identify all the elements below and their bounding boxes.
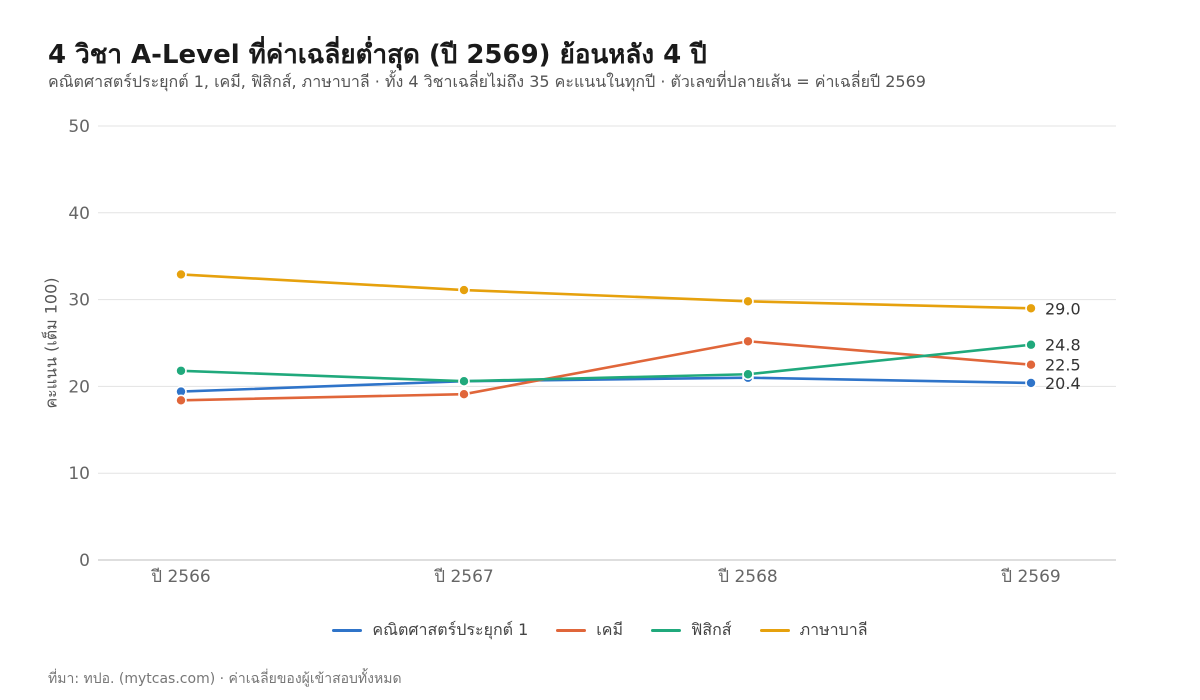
data-point — [742, 295, 754, 308]
data-point — [1025, 338, 1037, 351]
legend-item: ภาษาบาลี — [759, 618, 868, 643]
data-point — [175, 394, 187, 407]
data-point — [458, 388, 470, 401]
y-tick-label: 0 — [79, 551, 90, 571]
chart-subtitle: คณิตศาสตร์ประยุกต์ 1, เคมี, ฟิสิกส์, ภาษ… — [48, 72, 926, 91]
data-point — [1025, 302, 1037, 315]
series-line — [179, 343, 1033, 383]
data-point — [458, 375, 470, 387]
series-line — [179, 273, 1033, 310]
legend-label: ฟิสิกส์ — [691, 620, 732, 639]
legend-item: เคมี — [556, 618, 623, 643]
series-line — [179, 339, 1033, 402]
data-point — [1025, 358, 1037, 371]
x-tick-label: ปี 2566 — [150, 567, 210, 587]
end-value-label: 24.8 — [1045, 336, 1081, 355]
y-tick-label: 10 — [68, 464, 90, 484]
legend-item: คณิตศาสตร์ประยุกต์ 1 — [332, 618, 528, 643]
legend-item: ฟิสิกส์ — [651, 618, 732, 643]
legend-swatch — [556, 629, 587, 632]
data-point — [175, 268, 187, 281]
y-tick-label: 40 — [68, 204, 90, 224]
y-tick-label: 30 — [68, 291, 90, 311]
chart-title: 4 วิชา A-Level ที่ค่าเฉลี่ยต่ำสุด (ปี 25… — [48, 40, 707, 70]
x-tick-label: ปี 2569 — [1000, 567, 1060, 587]
end-value-label: 20.4 — [1045, 374, 1081, 393]
data-point — [458, 284, 470, 296]
y-tick-label: 50 — [68, 117, 90, 137]
y-tick-label: 20 — [68, 377, 90, 397]
data-point — [742, 335, 754, 348]
x-tick-label: ปี 2568 — [717, 567, 777, 587]
legend-label: คณิตศาสตร์ประยุกต์ 1 — [372, 620, 529, 639]
series-line — [179, 376, 1033, 393]
data-point — [1025, 377, 1037, 389]
legend-swatch — [651, 629, 682, 632]
chart-legend: คณิตศาสตร์ประยุกต์ 1 เคมี ฟิสิกส์ ภาษาบาลี — [0, 618, 1200, 643]
legend-label: เคมี — [596, 620, 624, 639]
source-note: ที่มา: ทปอ. (mytcas.com) · ค่าเฉลี่ยของผ… — [48, 671, 402, 687]
legend-swatch — [332, 629, 363, 632]
end-value-label: 22.5 — [1045, 356, 1081, 375]
data-point — [742, 368, 754, 381]
x-tick-label: ปี 2567 — [433, 567, 493, 587]
end-value-label: 29.0 — [1045, 299, 1081, 318]
legend-swatch — [759, 629, 790, 632]
data-point — [175, 364, 187, 377]
legend-label: ภาษาบาลี — [799, 620, 868, 639]
